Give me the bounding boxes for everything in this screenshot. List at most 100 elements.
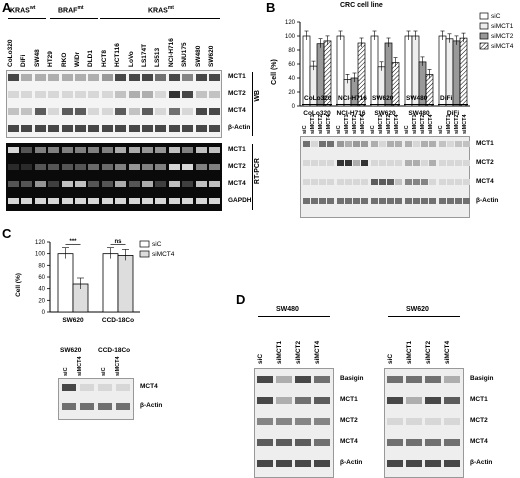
c-y-tick-label: 0 [42, 310, 46, 316]
b-y-tick-label: 80 [288, 48, 295, 54]
b-band [447, 141, 454, 147]
b-band [379, 179, 386, 185]
d-band [444, 460, 460, 467]
a-rt-band [8, 181, 19, 187]
b-band [395, 198, 402, 204]
a-wb-band [142, 74, 153, 81]
c-bar-sw620-sic [57, 253, 74, 313]
d-lane-label: siMCT1 [406, 340, 413, 364]
b-band [439, 160, 446, 166]
a-lane-label-rko: RKO [60, 52, 68, 67]
c-band [62, 403, 76, 410]
a-wb-band [195, 91, 207, 98]
b-band [439, 198, 446, 204]
a-rt-band [75, 181, 86, 187]
c-y-axis-label: Cell (%) [15, 273, 22, 297]
braf-mt-header: BRAFmt [58, 5, 84, 15]
a-lane-label-ht29: HT29 [47, 51, 55, 67]
b-band [303, 160, 310, 166]
a-wb-band [8, 74, 19, 81]
a-rt-label-1: MCT2 [228, 163, 246, 170]
d-band [425, 397, 441, 404]
a-rt-band [101, 181, 113, 187]
b-band [311, 141, 318, 147]
b-band [455, 160, 462, 166]
b-band [421, 160, 428, 166]
c-band [80, 403, 94, 410]
a-rt-band [142, 198, 153, 204]
a-rt-band [155, 181, 167, 187]
a-lane-label-sw48: SW48 [33, 49, 41, 67]
b-blot-label-0: MCT1 [476, 140, 494, 147]
b-blot-cell-underline [404, 104, 434, 105]
b-lane-label: siC [370, 125, 376, 134]
b-band [463, 179, 470, 185]
a-wb-band [128, 74, 140, 81]
a-lane-label-hct8: HCT8 [100, 50, 108, 67]
d-band [257, 376, 273, 383]
b-lane-label: siMCT1 [412, 114, 418, 134]
a-rt-band [61, 147, 73, 153]
a-wb-band [168, 125, 180, 132]
a-rt-band [48, 181, 60, 187]
b-band [395, 160, 402, 166]
c-lane-label: siMCT4 [77, 356, 83, 376]
b-band [413, 160, 420, 166]
c-sig-label: *** [69, 239, 77, 245]
d-band [406, 376, 422, 383]
b-bar-difi-simct4 [459, 37, 468, 107]
d-band [387, 376, 403, 383]
b-band [345, 198, 352, 204]
b-band [455, 179, 462, 185]
c-y-tick-label: 40 [38, 287, 45, 293]
a-wb-band [48, 91, 60, 98]
b-band [429, 141, 436, 147]
a-wb-band [101, 125, 113, 132]
b-blot-cell-header: CoLo320 [304, 95, 332, 102]
a-wb-band [182, 125, 194, 132]
a-wb-band [115, 91, 127, 98]
a-wb-band [61, 91, 73, 98]
b-y-tick-label: 20 [288, 90, 295, 96]
a-rt-band [115, 147, 127, 153]
a-wb-band [61, 108, 73, 115]
b-band [429, 160, 436, 166]
b-band [405, 179, 412, 185]
a-rt-band [34, 198, 46, 204]
d-lane-label: siMCT4 [444, 340, 451, 364]
b-lane-label: siMCT1 [378, 114, 384, 134]
b-x-tick-label: NCI-H716 [337, 110, 366, 117]
a-wb-band [21, 108, 33, 115]
b-y-tick-label: 0 [292, 104, 296, 110]
d-band [276, 418, 292, 425]
d-band [257, 439, 273, 446]
rtpcr-side-label: RT-PCR [254, 158, 261, 185]
d-band [444, 397, 460, 404]
kras-mt-header: KRASmt [148, 5, 174, 15]
d-lane-label: siMCT2 [295, 340, 302, 364]
b-band [379, 141, 386, 147]
a-wb-band [61, 74, 73, 81]
a-rt-band [61, 181, 73, 187]
a-rt-band [21, 198, 33, 204]
a-wb-band [48, 125, 60, 132]
a-rt-band [75, 147, 86, 153]
a-rt-band [88, 164, 100, 170]
b-band [387, 160, 394, 166]
b-y-tick-label: 60 [288, 62, 295, 68]
d-band [276, 397, 292, 404]
b-band [337, 198, 344, 204]
panel-b-label: B [266, 0, 276, 15]
a-rt-band [128, 147, 140, 153]
a-rt-band [8, 198, 19, 204]
b-band [405, 198, 412, 204]
a-rt-band [142, 147, 153, 153]
a-rt-band [88, 181, 100, 187]
a-rt-label-0: MCT1 [228, 146, 246, 153]
a-wb-band [209, 125, 220, 132]
b-legend-swatch [479, 42, 489, 50]
b-band [395, 179, 402, 185]
b-blot-label-1: MCT2 [476, 159, 494, 166]
c-legend-label-simct4: siMCT4 [152, 251, 175, 258]
d-cell-header: SW480 [276, 306, 299, 313]
